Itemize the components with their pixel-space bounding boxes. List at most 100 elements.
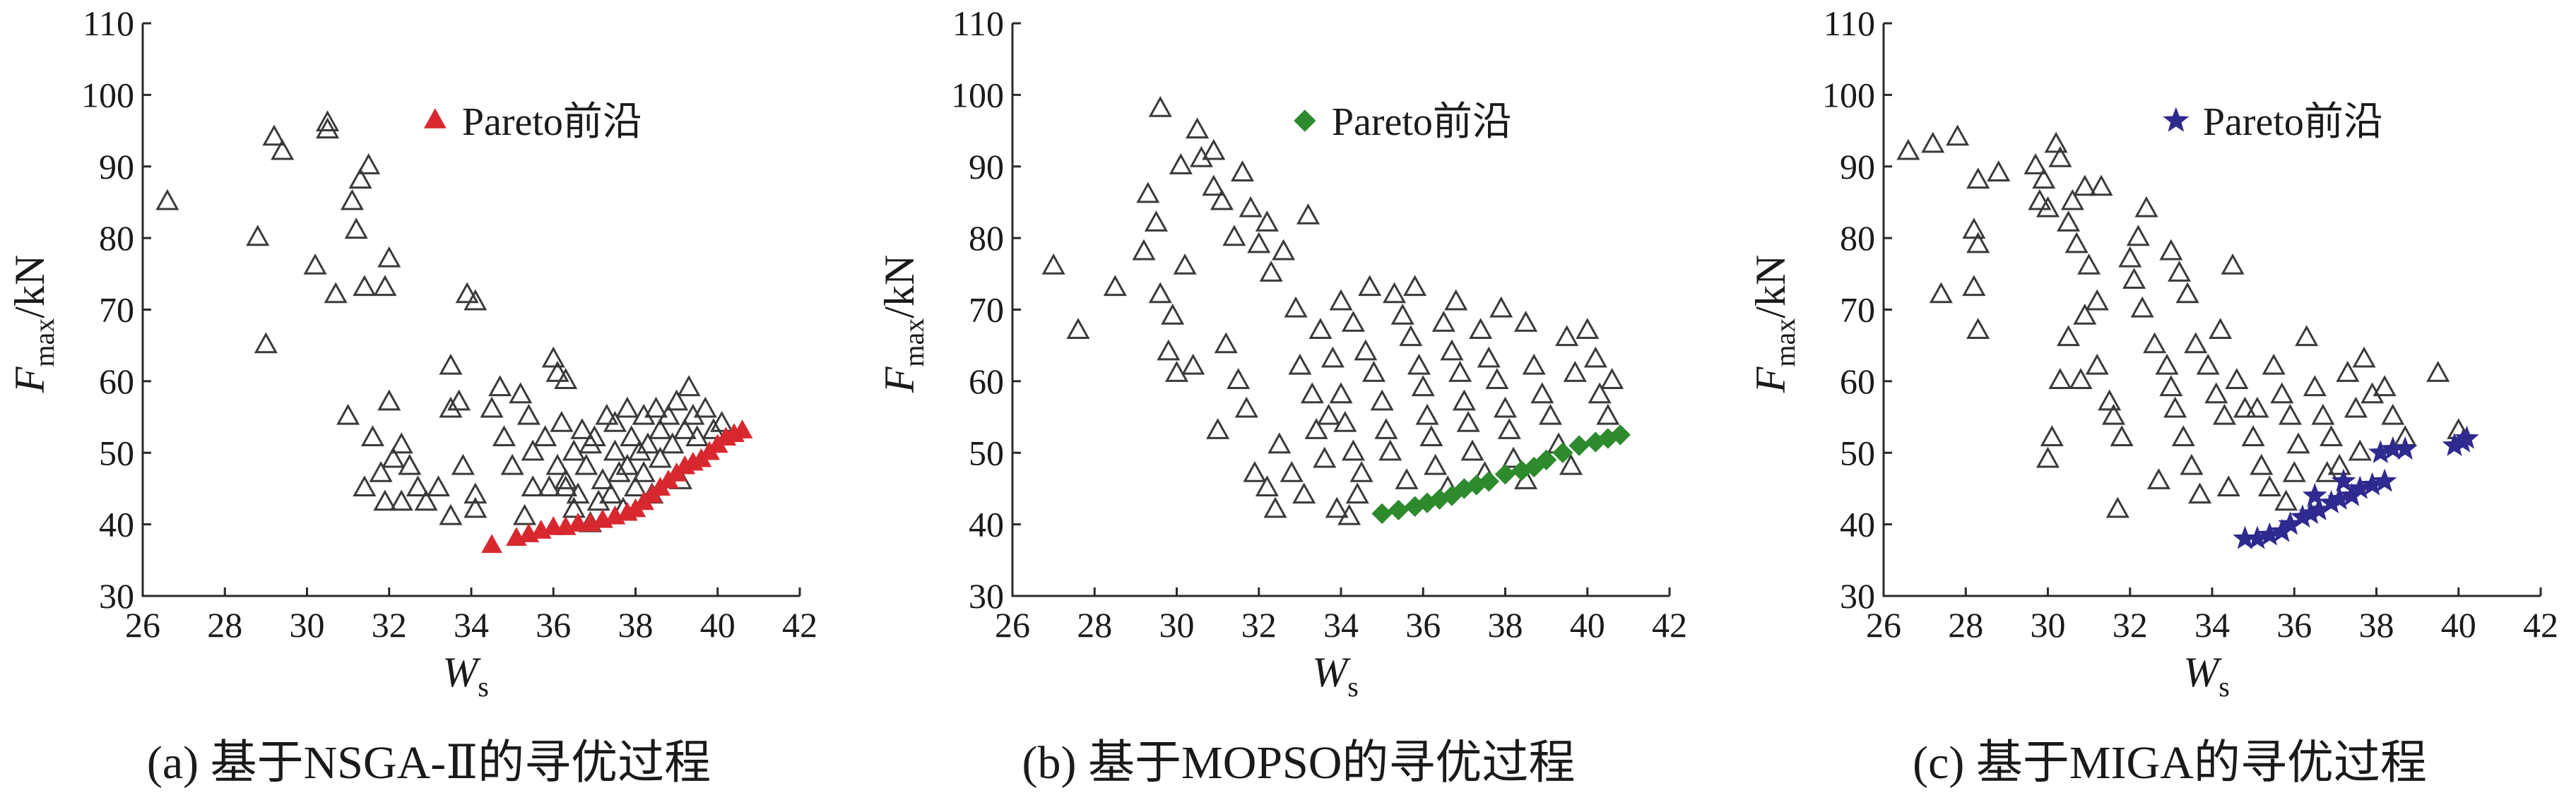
explored-point <box>2212 403 2236 425</box>
explored-point <box>599 482 623 504</box>
y-tick-label: 90 <box>969 147 1004 186</box>
pareto-point <box>2331 468 2356 492</box>
explored-point <box>2163 396 2187 418</box>
explored-point <box>1329 382 1353 404</box>
explored-point <box>1222 225 1246 246</box>
explored-point <box>353 475 377 497</box>
pareto-front-series <box>481 419 753 554</box>
explored-solutions-series <box>1896 124 2471 518</box>
explored-point <box>545 453 569 475</box>
explored-point <box>2057 210 2081 232</box>
explored-point <box>627 439 651 461</box>
explored-point <box>1202 174 1226 196</box>
explored-point <box>2155 353 2179 375</box>
explored-point <box>2064 232 2088 253</box>
explored-point <box>463 289 488 311</box>
explored-point <box>1210 189 1234 210</box>
explored-point <box>2146 468 2170 489</box>
explored-point <box>357 153 381 174</box>
pareto-point <box>2372 468 2397 492</box>
explored-point <box>1966 167 1990 189</box>
x-axis-label: Ws <box>2183 649 2230 703</box>
explored-point <box>2241 425 2265 447</box>
explored-point <box>681 403 705 425</box>
y-tick-label: 60 <box>1840 362 1875 401</box>
explored-point <box>1921 131 1945 153</box>
y-tick-label: 50 <box>99 433 134 472</box>
explored-point <box>1189 145 1213 167</box>
x-tick-label: 40 <box>2441 605 2476 645</box>
explored-point <box>2188 482 2212 504</box>
explored-point <box>513 503 537 525</box>
explored-point <box>373 489 397 511</box>
explored-point <box>1419 425 1443 447</box>
explored-point <box>389 489 413 511</box>
explored-point <box>656 403 680 425</box>
explored-point <box>463 496 488 518</box>
explored-point <box>2105 496 2129 518</box>
y-axis-label: Fmax/kN <box>876 255 930 394</box>
x-tick-label: 36 <box>1405 605 1441 645</box>
explored-point <box>2257 475 2281 497</box>
explored-point <box>537 475 561 497</box>
explored-point <box>562 496 586 518</box>
x-tick-label: 28 <box>207 605 242 645</box>
explored-point <box>2040 425 2064 447</box>
y-tick-label: 80 <box>99 218 134 258</box>
x-tick-label: 38 <box>2359 605 2394 645</box>
legend: Pareto前沿 <box>1294 100 1512 144</box>
explored-point <box>389 432 413 454</box>
explored-point <box>1206 418 1230 439</box>
explored-point <box>2361 382 2385 404</box>
explored-point <box>1929 282 1953 304</box>
explored-point <box>1169 153 1193 174</box>
explored-point <box>2286 432 2310 454</box>
explored-point <box>377 389 401 411</box>
explored-point <box>2278 403 2302 425</box>
explored-point <box>632 460 656 482</box>
explored-point <box>1966 318 1990 339</box>
pareto-point <box>1478 471 1499 492</box>
legend-marker <box>2163 107 2190 132</box>
explored-point <box>2262 353 2286 375</box>
x-axis-label-main: W <box>442 649 481 695</box>
explored-point <box>1559 453 1583 475</box>
explored-point <box>1132 239 1156 261</box>
explored-point <box>1157 339 1181 361</box>
explored-point <box>2159 239 2183 261</box>
explored-point <box>1239 196 1263 217</box>
explored-point <box>1374 418 1398 439</box>
explored-point <box>1354 339 1378 361</box>
explored-point <box>1321 346 1345 368</box>
legend: Pareto前沿 <box>424 100 642 144</box>
explored-point <box>545 361 569 382</box>
explored-point <box>155 189 179 210</box>
explored-point <box>1588 382 1612 404</box>
x-tick-label: 38 <box>618 605 654 645</box>
pareto-front-series <box>2233 425 2479 549</box>
x-tick-label: 42 <box>782 605 817 645</box>
explored-point <box>1259 261 1283 282</box>
explored-point <box>377 246 401 268</box>
y-axis-label: Fmax/kN <box>6 255 60 394</box>
y-axis-label: Fmax/kN <box>1747 255 1801 394</box>
pareto-point <box>1388 499 1410 521</box>
panel-caption: (c) 基于MIGA的寻优过程 <box>1913 737 2427 789</box>
y-axis-label-sub: max <box>28 318 60 367</box>
x-tick-label: 30 <box>290 605 325 645</box>
explored-point <box>426 475 451 497</box>
explored-point <box>373 275 397 297</box>
explored-point <box>516 403 540 425</box>
explored-point <box>1181 353 1205 375</box>
explored-point <box>644 396 668 418</box>
explored-point <box>648 446 672 468</box>
explored-point <box>591 468 615 489</box>
explored-point <box>2196 353 2220 375</box>
explored-point <box>1308 318 1333 339</box>
explored-point <box>2036 196 2060 217</box>
explored-point <box>271 138 295 160</box>
explored-point <box>2130 296 2154 318</box>
explored-point <box>1563 361 1587 382</box>
x-tick-label: 42 <box>1652 605 1687 645</box>
pareto-point <box>1609 424 1631 446</box>
